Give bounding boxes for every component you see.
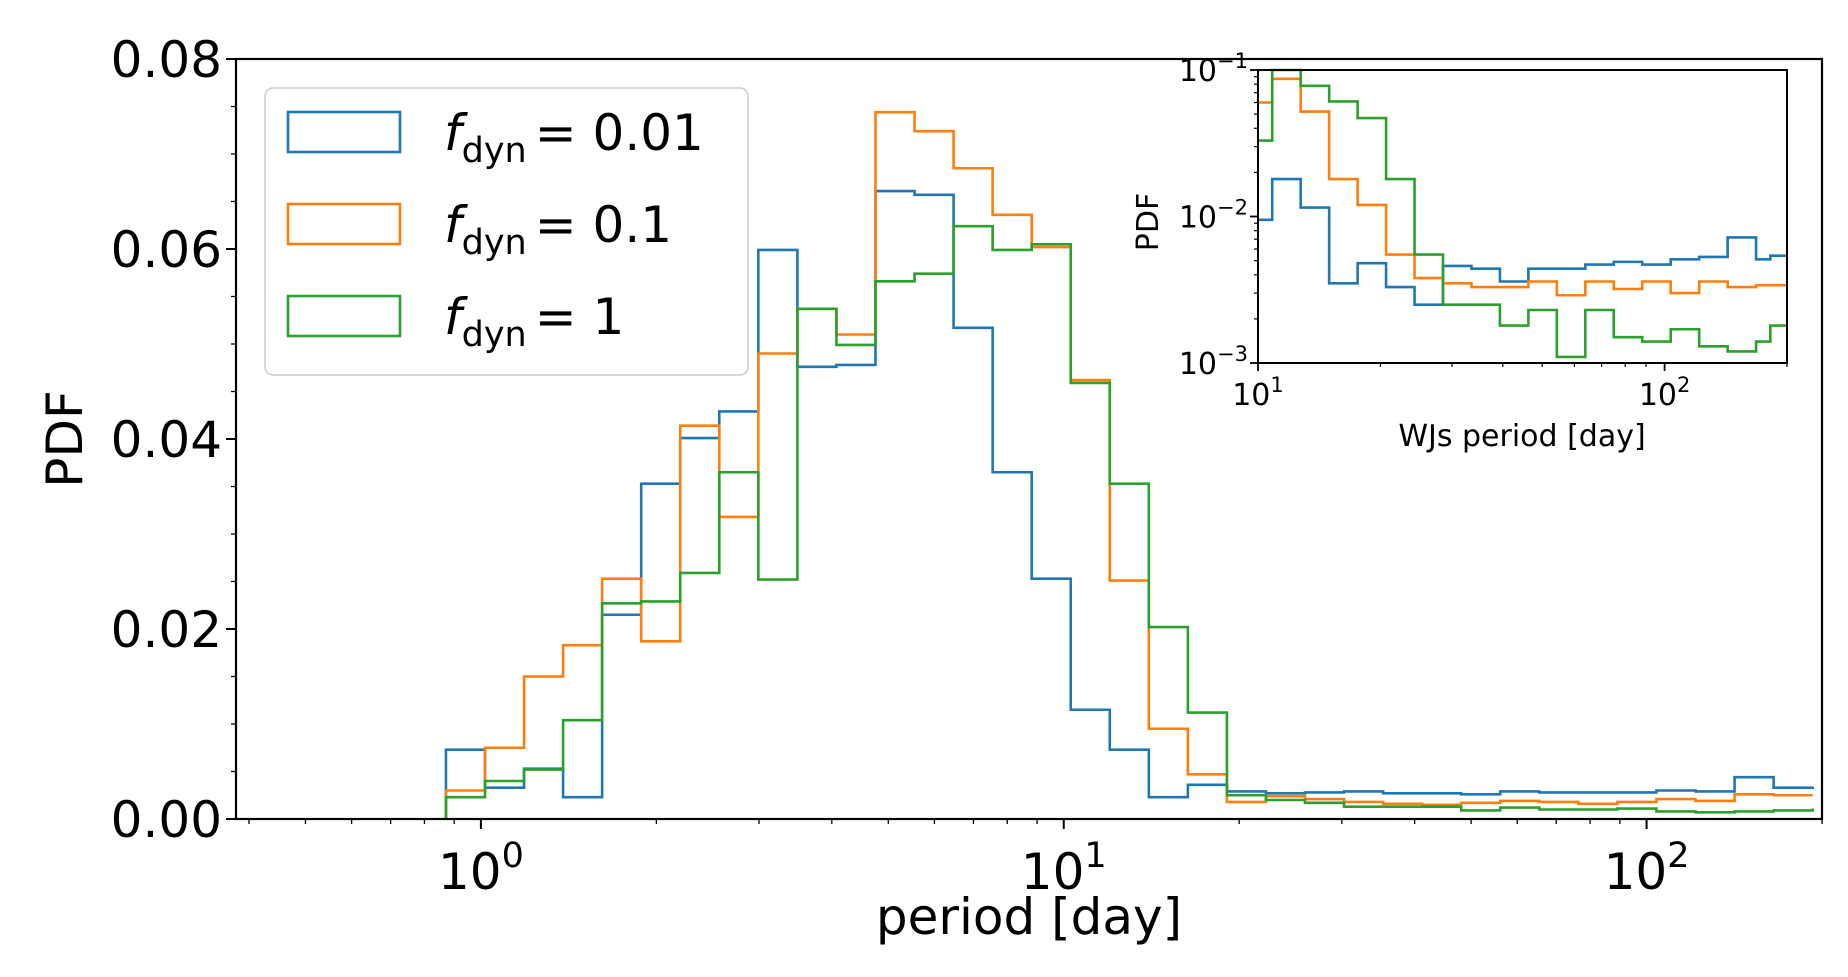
main-x-tick-label-base: 10 [1021, 843, 1085, 901]
inset-series-step-0 [1258, 177, 1787, 307]
legend-swatch-1 [286, 202, 402, 246]
inset-y-tick-label: 10−1 [1179, 49, 1248, 89]
inset-series-1 [1258, 77, 1787, 297]
main-x-tick-label-exp: 0 [502, 836, 524, 876]
legend-label-sub: dyn [462, 315, 527, 355]
legend-entry-0: fdyn = 0.01 [286, 104, 704, 171]
inset-x-tick-label-base: 10 [1232, 378, 1270, 413]
legend-swatch-0 [286, 110, 402, 154]
inset-y-tick-label-base: 10 [1179, 201, 1217, 236]
main-x-tick-label: 101 [1021, 836, 1107, 901]
legend-label-value: = 0.01 [535, 104, 704, 162]
inset-y-tick-label-exp: −3 [1217, 342, 1248, 366]
inset-x-tick-label-exp: 1 [1270, 373, 1283, 397]
inset-series-0 [1258, 177, 1787, 307]
main-x-tick-label-exp: 1 [1084, 836, 1106, 876]
legend-label-value: = 1 [535, 288, 625, 346]
main-series-1 [444, 110, 1813, 819]
main-x-tick-label: 102 [1604, 836, 1690, 901]
inset-series-step-1 [1258, 77, 1787, 297]
legend-label-0: fdyn = 0.01 [444, 104, 704, 171]
main-series-step-2 [444, 224, 1814, 819]
legend-label-1: fdyn = 0.1 [444, 196, 672, 263]
inset-series-step-2 [1258, 68, 1787, 359]
legend-label-sub: dyn [462, 223, 527, 263]
main-y-tick-label: 0.04 [111, 411, 222, 469]
legend-label-value: = 0.1 [535, 196, 672, 254]
main-x-tick-label: 100 [438, 836, 524, 901]
inset-y-tick-label-exp: −2 [1217, 196, 1248, 220]
main-y-tick-label: 0.02 [111, 601, 222, 659]
inset-y-tick-label-exp: −1 [1217, 49, 1248, 73]
main-y-tick-label: 0.06 [111, 221, 222, 279]
inset-x-tick-label-base: 10 [1639, 378, 1677, 413]
legend-box [264, 87, 749, 376]
main-series-step-1 [444, 110, 1813, 819]
inset-y-tick-label-base: 10 [1179, 347, 1217, 382]
inset-series-group [1258, 68, 1787, 359]
inset-y-tick-label-base: 10 [1179, 54, 1217, 89]
inset-background [1258, 70, 1787, 363]
main-series-0 [444, 189, 1814, 819]
inset-x-axis-label: WJs period [day] [1398, 419, 1645, 454]
inset-x-tick-label-exp: 2 [1677, 373, 1690, 397]
inset-x-tick-label: 102 [1639, 373, 1691, 413]
main-x-tick-label-exp: 2 [1667, 836, 1689, 876]
main-x-axis-label: period [day] [876, 888, 1182, 946]
main-y-tick-label: 0.08 [111, 31, 222, 89]
inset-y-tick-label: 10−2 [1179, 196, 1248, 236]
inset-series-2 [1258, 68, 1787, 359]
main-x-tick-label-base: 10 [1604, 843, 1668, 901]
inset-x-tick-label: 101 [1232, 373, 1284, 413]
main-series-group [444, 110, 1814, 819]
inset-y-tick-label: 10−3 [1179, 342, 1248, 382]
main-y-axis-label: PDF [36, 390, 94, 487]
legend-label-sub: dyn [462, 131, 527, 171]
main-series-step-0 [444, 189, 1814, 819]
main-x-tick-label-base: 10 [438, 843, 502, 901]
legend-entry-1: fdyn = 0.1 [286, 196, 672, 263]
inset-y-axis-label: PDF [1131, 193, 1166, 251]
main-y-tick-label: 0.00 [111, 791, 222, 849]
legend-swatch-2 [286, 294, 402, 338]
main-series-2 [444, 224, 1814, 819]
